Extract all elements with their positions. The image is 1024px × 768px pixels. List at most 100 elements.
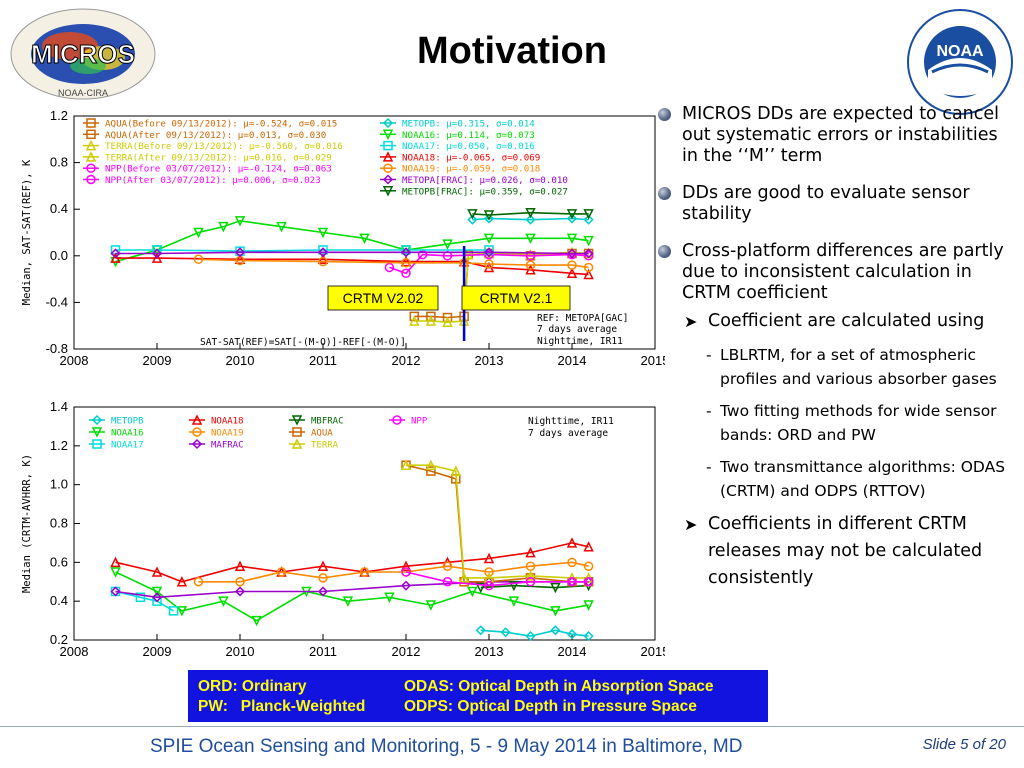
data-point [467,586,478,598]
data-point [359,567,370,577]
x-tick-label: 2008 [60,644,89,659]
data-point [525,570,536,581]
data-point [234,247,246,258]
data-point [525,561,536,571]
legend-marker [291,438,303,449]
chart-top-dd: 2008 2009 2010 2011 2012 2013 2014 2015 1.2 0.8 0.… [21,108,665,368]
data-point [525,251,536,261]
dash-item: - Two transmittance algorithms: ODAS (CRT… [656,455,1018,503]
legend-entry: NOAA16 [111,429,144,439]
micros-logo-text: MICROS [31,39,135,69]
y-tick-label: 0.8 [50,516,68,531]
x-tick-label: 2013 [475,644,504,659]
bullet-dot-icon [658,187,671,200]
y-axis-label: Median (CRTM-AVHRR, K) [21,454,33,593]
crtm-v21-label-box [461,285,571,311]
data-point [583,600,594,611]
legend-marker [86,174,96,185]
slide-number: Slide 5 of 20 [922,736,1006,753]
data-point [567,260,577,270]
data-point [467,214,478,225]
data-point [234,216,246,227]
y-tick-label: 1.4 [50,399,68,414]
legend-entry: MAFRAC [211,441,244,451]
data-point [176,606,188,617]
data-point [566,209,578,220]
legend-marker [392,415,402,425]
legend-entry: AQUA(Before 09/13/2012): μ=-0.524, σ=0.0… [105,119,337,130]
annotation-avg-2: 7 days average [528,428,608,439]
x-tick-label: 2015 [641,644,665,659]
data-point [583,248,594,259]
data-point [583,561,594,571]
legend-entry: NOAA17 [111,441,144,451]
y-tick-label: 1.0 [50,477,68,492]
data-point [110,567,121,578]
data-point [193,577,204,587]
legend-marker [382,174,394,185]
legend-marker [191,438,203,450]
data-point [467,209,478,220]
sub-bullet-item: ➤ Coefficients in different CRTM releases… [656,511,1018,592]
data-point [525,233,536,245]
legend-marker [85,151,97,162]
y-tick-label: 0.0 [50,248,68,263]
legend-entry: METOPA[FRAC]: μ=0.026, σ=0.010 [402,175,568,186]
data-point [400,560,412,571]
dash-icon: - [706,402,712,420]
data-point [151,586,163,598]
chart-bottom-crtm: 2008 2009 2010 2011 2012 2013 2014 2015 1.4 1.2 1.… [21,399,665,659]
bullet-dot-icon [658,108,671,121]
data-point [176,576,188,587]
data-point [425,315,437,326]
data-point [235,577,245,587]
data-point [583,541,594,552]
data-point [276,567,287,577]
data-point [442,239,453,250]
legend-entry: METOPB: μ=0.315, σ=0.014 [402,119,535,130]
legend-entry: METOPB[FRAC]: μ=0.359, σ=0.027 [402,186,568,197]
data-point [525,260,536,270]
legend-marker [292,427,302,437]
y-tick-label: 1.2 [50,108,68,123]
bullet-list: MICROS DDs are expected to cancel out sy… [656,104,1018,600]
abbrev-odps: ODPS: Optical Depth in Pressure Space [404,698,697,715]
x-tick-label: 2012 [392,353,421,368]
crtm-v202-label: CRTM V2.02 [343,290,424,306]
footer-text: SPIE Ocean Sensing and Monitoring, 5 - 9… [150,736,743,757]
bullet-dot-icon [658,245,671,258]
x-tick-label: 2011 [309,644,337,659]
legend-marker [85,139,97,151]
crtm-v202-label-box [327,285,439,311]
bullet-item: DDs are good to evaluate sensor stabilit… [656,183,1018,225]
data-point [458,572,470,583]
data-point [110,248,121,259]
data-point [193,227,204,239]
data-point [110,556,121,568]
data-point [525,546,536,558]
data-point [110,252,121,263]
data-point [484,580,494,591]
data-point [400,580,412,591]
x-tick-label: 2010 [226,644,255,659]
legend-marker [92,439,102,449]
legend-marker [86,163,96,173]
y-tick-label: 0.2 [50,632,68,647]
y-tick-label: -0.4 [46,294,68,309]
data-point [566,213,578,224]
data-point [218,221,229,233]
legend-entry: NOAA18: μ=-0.065, σ=0.069 [402,152,540,163]
series-line [115,571,589,622]
data-point [525,264,536,275]
y-axis-label: Median, SAT-SAT(REF), K [21,159,33,305]
legend-entry: AQUA(After 09/13/2012): μ=0.013, σ=0.030 [105,130,326,141]
y-tick-label: 0.4 [50,201,68,216]
data-point [525,214,536,225]
x-tick-label: 2010 [226,353,255,368]
data-point [400,247,412,258]
data-point [483,552,495,564]
series-line [115,257,589,276]
noaa-logo: NOAA [907,9,1013,115]
abbrev-odas: ODAS: Optical Depth in Absorption Space [404,678,714,695]
series-line [115,590,175,612]
